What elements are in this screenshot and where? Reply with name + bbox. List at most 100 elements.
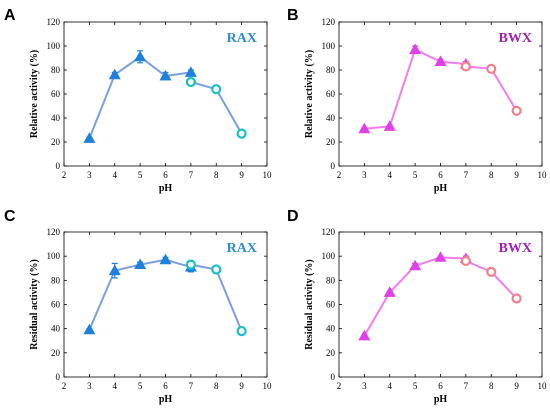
- x-tick-label: 6: [163, 170, 168, 180]
- y-tick-label: 60: [326, 89, 336, 99]
- data-point-triangle: [159, 69, 172, 81]
- data-point-circle: [460, 61, 471, 72]
- panel-letter: D: [287, 208, 299, 225]
- data-point-circle: [211, 84, 222, 95]
- x-tick-label: 10: [538, 381, 548, 391]
- inset-label: BWX: [499, 31, 532, 46]
- x-tick-label: 7: [464, 381, 469, 391]
- y-axis-title: Residual activity (%): [304, 259, 315, 350]
- data-point-triangle: [108, 264, 121, 276]
- x-tick-label: 3: [362, 170, 367, 180]
- y-axis-title: Residual activity (%): [29, 259, 40, 350]
- y-tick-label: 0: [56, 161, 61, 171]
- y-tick-label: 120: [47, 227, 61, 237]
- y-tick-label: 0: [56, 372, 61, 382]
- x-tick-label: 8: [489, 381, 494, 391]
- inset-label: RAX: [227, 31, 257, 46]
- y-tick-label: 40: [51, 113, 61, 123]
- x-tick-label: 6: [438, 381, 443, 391]
- x-tick-label: 10: [538, 170, 548, 180]
- data-point-triangle: [108, 68, 121, 80]
- x-tick-label: 5: [138, 381, 143, 391]
- series-line-1: [88, 55, 192, 139]
- x-tick-label: 7: [189, 381, 194, 391]
- y-tick-label: 60: [51, 300, 61, 310]
- y-tick-label: 80: [51, 65, 61, 75]
- y-tick-label: 60: [326, 300, 336, 310]
- y-tick-label: 20: [51, 348, 61, 358]
- y-tick-label: 20: [326, 137, 336, 147]
- y-tick-label: 100: [322, 41, 336, 51]
- x-tick-label: 7: [189, 170, 194, 180]
- data-point-triangle: [83, 323, 96, 335]
- x-tick-label: 2: [337, 381, 342, 391]
- y-tick-label: 80: [326, 275, 336, 285]
- data-point-triangle: [358, 329, 371, 341]
- y-tick-label: 60: [51, 89, 61, 99]
- data-point-triangle: [83, 132, 96, 143]
- data-point-circle: [486, 63, 497, 74]
- x-axis-title: pH: [434, 183, 448, 194]
- data-point-triangle: [134, 258, 147, 270]
- y-tick-label: 40: [51, 324, 61, 334]
- x-tick-label: 4: [113, 381, 118, 391]
- data-point-circle: [211, 264, 222, 275]
- y-tick-label: 80: [326, 65, 336, 75]
- data-point-triangle: [184, 66, 197, 77]
- y-axis-title: Relative activity (%): [29, 50, 40, 138]
- series-line-2: [190, 263, 243, 332]
- x-tick-label: 3: [362, 381, 367, 391]
- data-point-triangle: [434, 55, 447, 67]
- data-point-triangle: [383, 120, 396, 131]
- data-point-circle: [511, 105, 522, 116]
- y-tick-label: 120: [322, 227, 336, 237]
- data-point-circle: [236, 128, 247, 139]
- y-tick-label: 20: [326, 348, 336, 358]
- series-line-1: [88, 258, 192, 331]
- x-tick-label: 7: [464, 170, 469, 180]
- panel-letter: C: [4, 208, 16, 225]
- series-line-2: [465, 260, 518, 300]
- inset-label: RAX: [227, 241, 257, 256]
- x-tick-label: 5: [413, 170, 418, 180]
- data-point-triangle: [134, 50, 147, 62]
- series-line-1: [364, 48, 466, 130]
- x-tick-label: 2: [62, 170, 67, 180]
- x-axis-title: pH: [159, 183, 173, 194]
- x-tick-label: 4: [388, 170, 393, 180]
- x-axis-title: pH: [434, 394, 448, 405]
- x-tick-label: 4: [113, 170, 118, 180]
- y-tick-label: 0: [331, 372, 336, 382]
- y-tick-label: 100: [322, 251, 336, 261]
- data-point-triangle: [159, 253, 172, 265]
- data-point-circle: [511, 293, 522, 304]
- data-point-triangle: [409, 43, 422, 55]
- x-axis-title: pH: [159, 394, 173, 405]
- x-tick-label: 6: [438, 170, 443, 180]
- panel-letter: A: [4, 7, 16, 24]
- y-tick-label: 40: [326, 324, 336, 334]
- x-tick-label: 10: [263, 381, 273, 391]
- data-point-circle: [486, 266, 497, 277]
- x-tick-label: 8: [214, 381, 219, 391]
- x-tick-label: 2: [337, 170, 342, 180]
- y-tick-label: 40: [326, 113, 336, 123]
- x-tick-label: 8: [489, 170, 494, 180]
- x-tick-label: 5: [413, 381, 418, 391]
- y-tick-label: 20: [51, 137, 61, 147]
- y-tick-label: 0: [331, 161, 336, 171]
- x-tick-label: 9: [239, 170, 244, 180]
- x-tick-label: 8: [214, 170, 219, 180]
- data-point-circle: [185, 76, 196, 88]
- data-point-triangle: [409, 259, 422, 271]
- x-tick-label: 3: [87, 381, 92, 391]
- panel-letter: B: [287, 7, 299, 24]
- data-point-triangle: [383, 286, 396, 297]
- x-tick-label: 10: [263, 170, 273, 180]
- x-tick-label: 2: [62, 381, 67, 391]
- y-tick-label: 100: [47, 41, 61, 51]
- x-tick-label: 4: [388, 381, 393, 391]
